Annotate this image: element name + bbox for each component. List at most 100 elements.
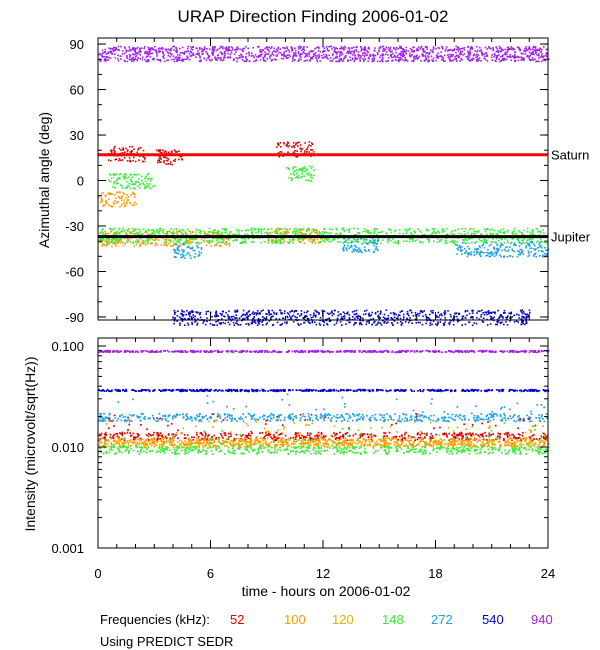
data-point (116, 191, 118, 194)
data-point (196, 324, 198, 326)
data-point (171, 350, 173, 353)
data-point (186, 47, 189, 50)
data-point (374, 47, 376, 49)
data-point (428, 60, 430, 62)
data-point (543, 232, 545, 235)
data-point (168, 350, 170, 353)
data-point (158, 51, 160, 54)
data-point (303, 175, 306, 177)
data-point (118, 49, 120, 51)
data-point (496, 243, 499, 246)
data-point (521, 309, 524, 311)
data-point (378, 47, 381, 49)
data-point (158, 50, 160, 52)
data-point (133, 245, 135, 248)
data-point (321, 309, 324, 312)
data-point (265, 317, 267, 320)
data-point (437, 52, 439, 55)
data-point (236, 323, 239, 325)
data-point (147, 58, 150, 61)
data-point (362, 230, 364, 233)
data-point (216, 324, 219, 326)
data-point (457, 320, 459, 323)
data-point (356, 241, 359, 243)
data-point (344, 55, 346, 58)
data-point (502, 59, 505, 62)
data-point (143, 183, 145, 186)
data-point (155, 349, 158, 352)
data-point (535, 60, 538, 63)
data-point (491, 311, 493, 314)
data-point (282, 54, 284, 56)
data-point (272, 324, 274, 327)
data-point (128, 48, 131, 50)
data-point (177, 245, 180, 247)
data-point (501, 350, 503, 353)
data-point (310, 57, 312, 59)
data-point (182, 315, 184, 317)
data-point (258, 45, 260, 48)
data-point (432, 240, 435, 243)
data-point (269, 55, 271, 58)
data-point (253, 316, 255, 318)
data-point (494, 241, 497, 244)
data-point (537, 350, 540, 353)
data-point (287, 141, 289, 143)
data-point (411, 53, 413, 56)
data-point (158, 149, 161, 151)
data-point (310, 149, 312, 151)
data-point (132, 48, 135, 51)
data-point (496, 249, 499, 252)
data-point (287, 146, 289, 148)
data-point (522, 350, 525, 353)
data-point (383, 313, 386, 316)
data-point (432, 312, 434, 314)
data-point (173, 248, 175, 251)
data-point (210, 59, 212, 62)
data-point (135, 53, 138, 55)
data-point (345, 323, 347, 325)
data-point (365, 242, 368, 244)
data-point (363, 56, 366, 58)
data-point (375, 351, 378, 353)
data-point (481, 244, 483, 247)
data-point (505, 53, 508, 56)
data-point (479, 233, 482, 236)
data-point (523, 312, 526, 315)
data-point (280, 57, 283, 60)
data-point (166, 160, 169, 162)
data-point (157, 239, 160, 241)
data-point (101, 49, 104, 52)
data-point (335, 60, 337, 63)
data-point (335, 47, 337, 49)
data-point (238, 351, 241, 353)
data-point (380, 242, 382, 245)
data-point (357, 241, 360, 243)
data-point (153, 239, 156, 242)
data-point (371, 60, 374, 63)
data-point (217, 56, 219, 59)
data-point (402, 54, 404, 56)
data-point (208, 234, 211, 236)
data-point (183, 254, 185, 257)
data-point (533, 49, 536, 52)
data-point (355, 246, 358, 249)
data-point (311, 57, 314, 59)
data-point (310, 174, 312, 176)
data-point (371, 58, 374, 60)
data-point (455, 315, 458, 318)
data-point (511, 350, 514, 353)
data-point (360, 55, 362, 57)
data-point (328, 228, 331, 231)
data-point (130, 187, 132, 190)
data-point (512, 232, 515, 235)
data-point (442, 57, 444, 59)
data-point (262, 324, 264, 326)
data-point (542, 56, 544, 59)
data-point (248, 324, 250, 326)
data-point (231, 47, 234, 49)
data-point (217, 320, 219, 322)
data-point (109, 57, 112, 59)
data-point (153, 57, 155, 60)
data-point (306, 46, 309, 48)
